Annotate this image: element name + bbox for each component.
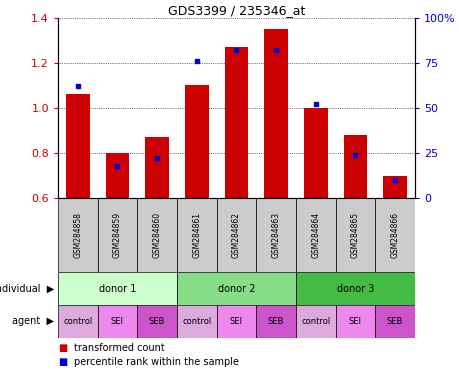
Bar bbox=[177, 272, 295, 305]
Bar bbox=[145, 137, 169, 198]
Bar bbox=[256, 198, 295, 272]
Title: GDS3399 / 235346_at: GDS3399 / 235346_at bbox=[168, 4, 304, 17]
Text: ■: ■ bbox=[58, 357, 67, 367]
Text: percentile rank within the sample: percentile rank within the sample bbox=[74, 357, 239, 367]
Text: control: control bbox=[63, 317, 92, 326]
Text: SEB: SEB bbox=[386, 317, 403, 326]
Bar bbox=[58, 305, 97, 338]
Bar bbox=[137, 198, 177, 272]
Bar bbox=[256, 305, 295, 338]
Text: donor 1: donor 1 bbox=[99, 283, 136, 293]
Text: SEI: SEI bbox=[230, 317, 242, 326]
Text: GSM284859: GSM284859 bbox=[113, 212, 122, 258]
Bar bbox=[137, 305, 177, 338]
Text: donor 3: donor 3 bbox=[336, 283, 373, 293]
Text: control: control bbox=[301, 317, 330, 326]
Text: SEB: SEB bbox=[268, 317, 284, 326]
Text: agent  ▶: agent ▶ bbox=[12, 316, 54, 326]
Bar bbox=[224, 47, 248, 198]
Text: individual  ▶: individual ▶ bbox=[0, 283, 54, 293]
Bar bbox=[303, 108, 327, 198]
Text: GSM284858: GSM284858 bbox=[73, 212, 82, 258]
Text: SEB: SEB bbox=[149, 317, 165, 326]
Bar bbox=[97, 305, 137, 338]
Bar bbox=[335, 198, 375, 272]
Bar bbox=[185, 86, 208, 198]
Text: SEI: SEI bbox=[348, 317, 361, 326]
Bar bbox=[295, 198, 335, 272]
Bar bbox=[335, 305, 375, 338]
Bar bbox=[295, 305, 335, 338]
Bar bbox=[295, 272, 414, 305]
Bar bbox=[177, 198, 216, 272]
Text: GSM284865: GSM284865 bbox=[350, 212, 359, 258]
Bar bbox=[177, 305, 216, 338]
Bar bbox=[58, 272, 177, 305]
Bar bbox=[58, 198, 97, 272]
Text: GSM284861: GSM284861 bbox=[192, 212, 201, 258]
Bar bbox=[106, 153, 129, 198]
Bar bbox=[343, 135, 367, 198]
Text: GSM284864: GSM284864 bbox=[311, 212, 319, 258]
Bar bbox=[382, 175, 406, 198]
Text: ■: ■ bbox=[58, 343, 67, 353]
Text: transformed count: transformed count bbox=[74, 343, 164, 353]
Bar bbox=[97, 198, 137, 272]
Text: control: control bbox=[182, 317, 211, 326]
Text: SEI: SEI bbox=[111, 317, 124, 326]
Text: GSM284863: GSM284863 bbox=[271, 212, 280, 258]
Bar bbox=[375, 305, 414, 338]
Text: GSM284866: GSM284866 bbox=[390, 212, 399, 258]
Bar bbox=[263, 29, 287, 198]
Bar bbox=[216, 305, 256, 338]
Bar bbox=[216, 198, 256, 272]
Text: GSM284862: GSM284862 bbox=[231, 212, 241, 258]
Text: GSM284860: GSM284860 bbox=[152, 212, 161, 258]
Bar bbox=[66, 94, 90, 198]
Bar bbox=[375, 198, 414, 272]
Text: donor 2: donor 2 bbox=[217, 283, 255, 293]
